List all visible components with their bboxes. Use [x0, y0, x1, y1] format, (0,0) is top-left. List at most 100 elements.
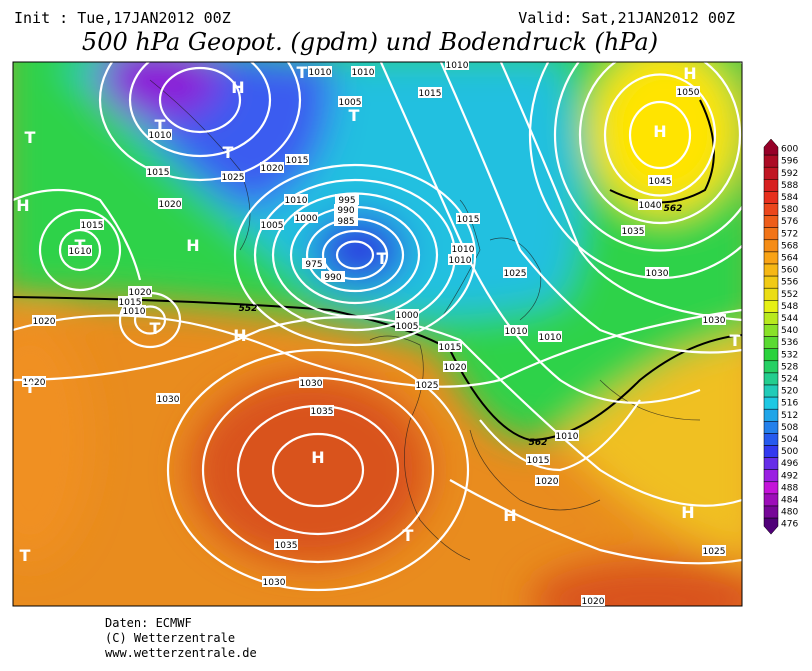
isobar-label-bg: [158, 198, 182, 209]
pressure-center: T: [730, 331, 741, 350]
isobar-label-bg: [148, 129, 172, 140]
isobar-label-bg: [581, 595, 605, 606]
isobar: [553, 62, 742, 252]
geopotential-label: 562: [664, 204, 683, 214]
isobar-label: 990: [324, 273, 341, 283]
colorbar-label: 484: [781, 495, 798, 505]
isobar-label-bg: [443, 361, 467, 372]
footer-line: (C) Wetterzentrale: [105, 631, 235, 645]
colorbar-segment: [763, 275, 779, 289]
isobar-label: 1025: [703, 547, 726, 557]
isobar-label-bg: [221, 171, 245, 182]
isobar-label: 1020: [582, 597, 605, 607]
pressure-center: T: [150, 319, 161, 338]
isobar-label: 1045: [649, 177, 672, 187]
isobar-label-bg: [68, 245, 92, 256]
colorbar-label: 592: [781, 169, 798, 179]
isobar: [38, 208, 122, 292]
colorbar-label: 576: [781, 217, 798, 227]
colorbar-segment: [763, 457, 779, 470]
isobar-label-bg: [262, 576, 286, 587]
isobar-label: 1030: [157, 395, 180, 405]
colorbar-segment: [763, 445, 779, 458]
isobar-label-bg: [621, 225, 645, 236]
isobar-label: 1005: [261, 221, 284, 231]
colorbar-segment: [763, 215, 779, 228]
colorbar-segment: [763, 138, 779, 156]
geopotential-label: 562: [529, 438, 548, 448]
isobar-label-bg: [274, 539, 298, 550]
pressure-center: H: [231, 78, 244, 97]
colorbar-label: 552: [781, 290, 798, 300]
isobar: [128, 62, 272, 158]
colorbar-segment: [763, 227, 779, 241]
isobar-label-bg: [122, 305, 146, 316]
colorbar-label: 500: [781, 447, 798, 457]
colorbar-label: 492: [781, 471, 798, 481]
isobar: [439, 62, 742, 354]
colorbar-label: 544: [781, 314, 798, 324]
isobar: [335, 240, 375, 270]
isobar-label: 1025: [504, 269, 527, 279]
isobar-label: 975: [305, 260, 322, 270]
isobar-label-bg: [504, 325, 528, 336]
pressure-center: H: [681, 503, 694, 522]
isobar: [578, 62, 742, 225]
isobar: [603, 73, 717, 197]
isobar-label: 985: [337, 217, 354, 227]
isobar-label: 1015: [286, 156, 309, 166]
isobar-label-bg: [302, 258, 326, 269]
colorbar-label: 488: [781, 483, 798, 493]
isobar-label: 1020: [129, 288, 152, 298]
isobar-label-bg: [451, 243, 475, 254]
isobar-label-bg: [335, 194, 359, 205]
colorbar-segment: [763, 251, 779, 265]
isobar-label-bg: [338, 96, 362, 107]
colorbar-label: 568: [781, 241, 798, 251]
pressure-center: H: [503, 506, 516, 525]
colorbar-segment: [763, 517, 779, 535]
pressure-center: T: [223, 143, 234, 162]
valid-time: Valid: Sat,21JAN2012 00Z: [518, 9, 735, 27]
pressure-center: T: [297, 63, 308, 82]
isobar-label-bg: [156, 393, 180, 404]
isobar-label-bg: [80, 219, 104, 230]
colorbar-label: 596: [781, 157, 798, 167]
isobar-label-bg: [118, 296, 142, 307]
colorbar-segment: [763, 154, 779, 168]
colorbar-label: 548: [781, 302, 798, 312]
init-time: Init : Tue,17JAN2012 00Z: [14, 9, 231, 27]
isobar-label: 1010: [309, 68, 332, 78]
isobar-label: 1010: [505, 327, 528, 337]
isobar: [13, 188, 142, 281]
isobar-label-bg: [648, 175, 672, 186]
colorbar-segment: [763, 336, 779, 349]
colorbar-label: 516: [781, 399, 798, 409]
isobar-label: 1010: [149, 131, 172, 141]
isobar-label-bg: [334, 215, 358, 226]
isobar: [499, 62, 742, 322]
isobar: [158, 66, 242, 134]
colorbar-segment: [763, 203, 779, 216]
colorbar-segment: [763, 300, 779, 313]
isobar-label-bg: [415, 379, 439, 390]
isobar-label: 1015: [419, 89, 442, 99]
isobar-label: 1010: [69, 247, 92, 257]
isobar: [166, 348, 470, 592]
isobar: [271, 432, 365, 508]
isobar-label: 1025: [222, 173, 245, 183]
map-title: 500 hPa Geopot. (gpdm) und Bodendruck (h…: [82, 28, 658, 56]
isobar-label: 1040: [639, 201, 662, 211]
colorbar-segment: [763, 469, 779, 483]
colorbar-segment: [763, 372, 779, 386]
colorbar-segment: [763, 493, 779, 507]
colorbar-label: 508: [781, 423, 798, 433]
isobar: [13, 308, 742, 388]
colorbar-label: 580: [781, 205, 798, 215]
isobar: [628, 100, 692, 170]
colorbar-label: 520: [781, 387, 798, 397]
isobar-label: 1010: [446, 61, 469, 71]
isobar-label-bg: [702, 314, 726, 325]
isobar: [449, 479, 742, 565]
